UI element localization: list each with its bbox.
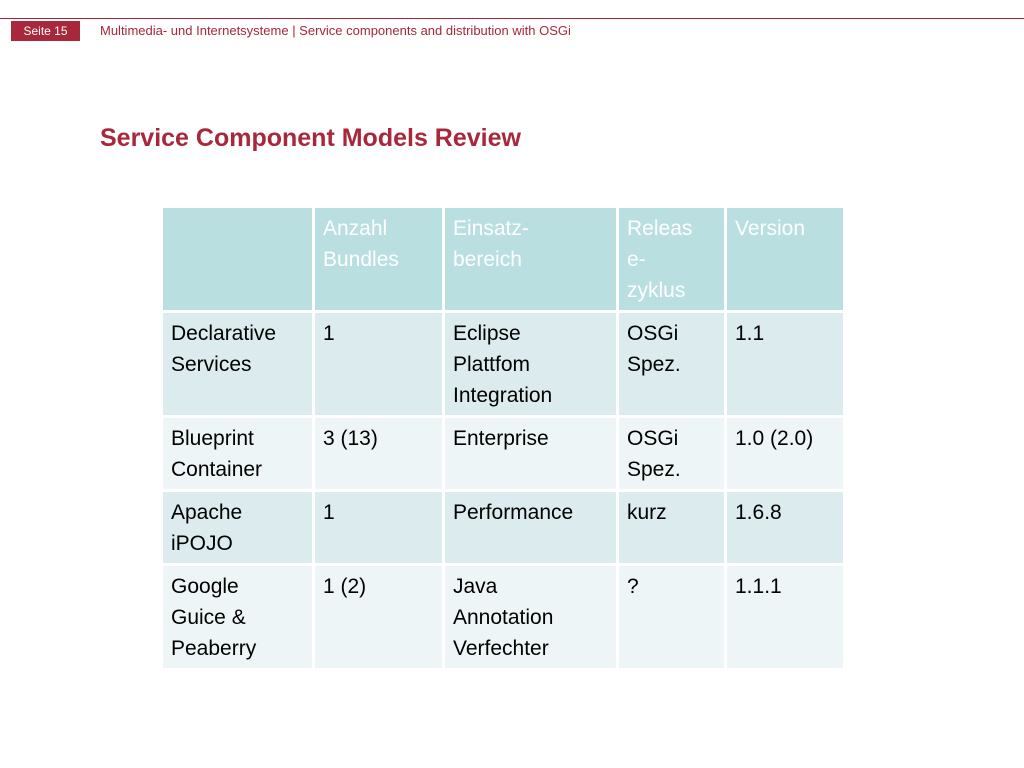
table-cell: 1.0 (2.0) — [724, 415, 846, 492]
table-cell: Enterprise — [442, 415, 619, 492]
table-cell: 1.1.1 — [724, 563, 846, 671]
table-cell: 1.6.8 — [724, 489, 846, 566]
table-cell: kurz — [616, 489, 727, 566]
table-header-row: Anzahl Bundles Einsatz- bereich Releas e… — [160, 205, 846, 313]
table-cell: OSGi Spez. — [616, 415, 727, 492]
header-rule — [0, 18, 1024, 19]
table-cell: Eclipse Plattfom Integration — [442, 310, 619, 418]
header-cell-bundle-count: Anzahl Bundles — [312, 205, 445, 313]
course-header: Multimedia- und Internetsysteme | Servic… — [100, 23, 571, 38]
header-cell-area-of-use: Einsatz- bereich — [442, 205, 619, 313]
table-cell: Blueprint Container — [160, 415, 315, 492]
table-cell: ? — [616, 563, 727, 671]
table-row: Google Guice & Peaberry 1 (2) Java Annot… — [160, 563, 846, 671]
table-cell: 1 — [312, 489, 445, 566]
table-row: Declarative Services 1 Eclipse Plattfom … — [160, 310, 846, 418]
header-cell-blank — [160, 205, 315, 313]
slide-title: Service Component Models Review — [100, 124, 521, 152]
table-cell: Apache iPOJO — [160, 489, 315, 566]
page-number-badge: Seite 15 — [11, 21, 80, 41]
header-cell-version: Version — [724, 205, 846, 313]
table-cell: 1 (2) — [312, 563, 445, 671]
table-cell: Performance — [442, 489, 619, 566]
comparison-table: Anzahl Bundles Einsatz- bereich Releas e… — [160, 205, 846, 671]
table-cell: OSGi Spez. — [616, 310, 727, 418]
table-cell: Java Annotation Verfechter — [442, 563, 619, 671]
table-row: Blueprint Container 3 (13) Enterprise OS… — [160, 415, 846, 492]
table-cell: 3 (13) — [312, 415, 445, 492]
table-row: Apache iPOJO 1 Performance kurz 1.6.8 — [160, 489, 846, 566]
header-cell-release-cycle: Releas e- zyklus — [616, 205, 727, 313]
table-cell: Declarative Services — [160, 310, 315, 418]
table-cell: Google Guice & Peaberry — [160, 563, 315, 671]
table-cell: 1 — [312, 310, 445, 418]
table-cell: 1.1 — [724, 310, 846, 418]
